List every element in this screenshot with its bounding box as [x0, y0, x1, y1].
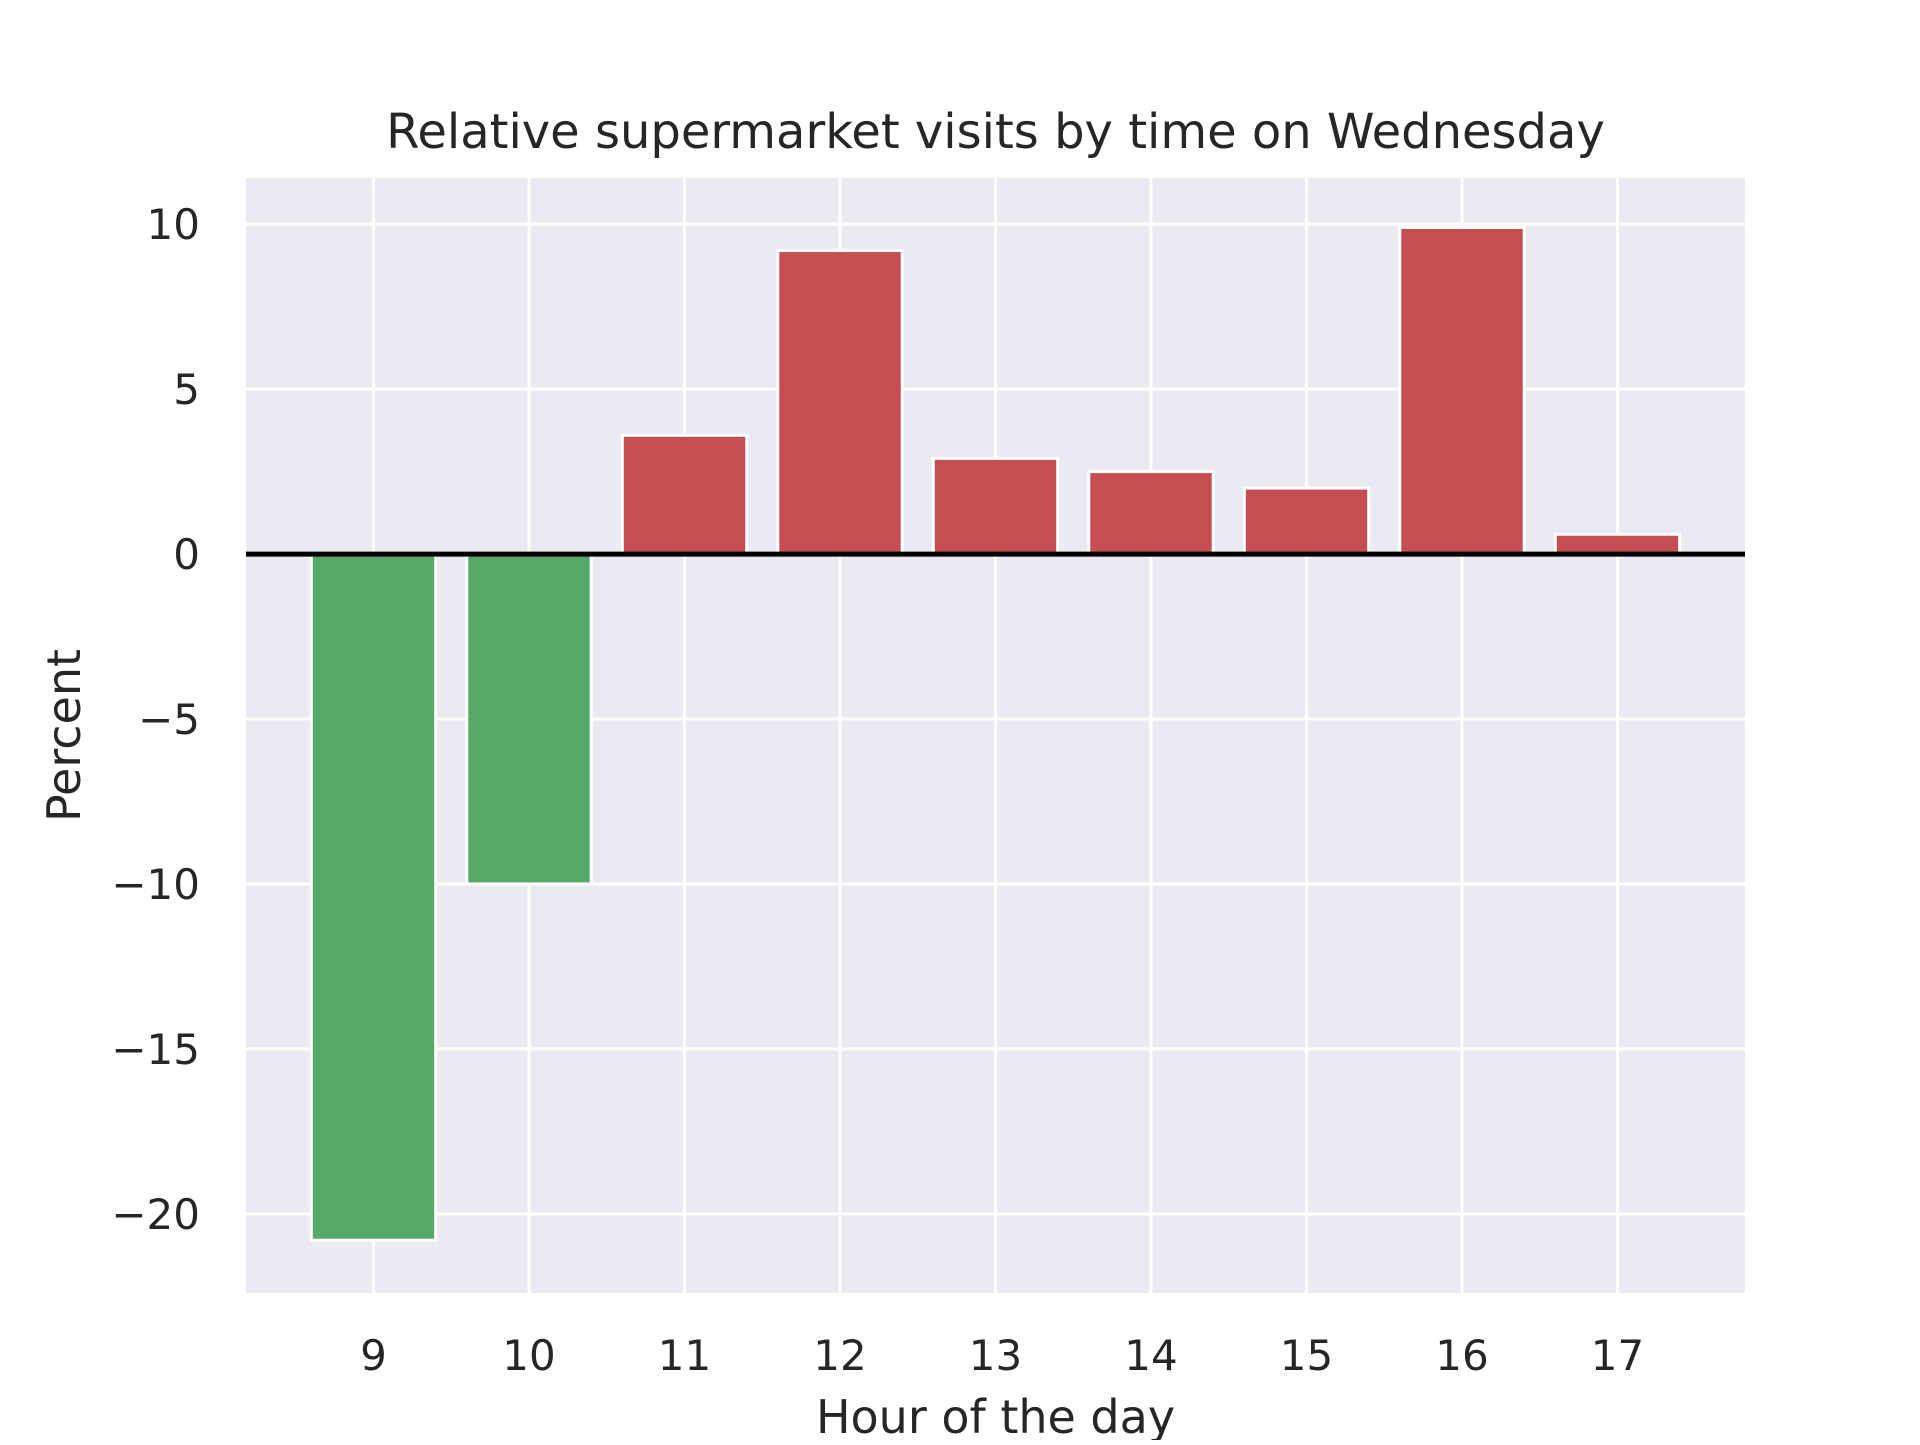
bar-hour-12: [776, 249, 904, 556]
y-tick-label: 5: [173, 365, 200, 414]
x-tick-label: 15: [1280, 1331, 1333, 1380]
bar-hour-13: [931, 456, 1060, 556]
x-tick-label: 12: [813, 1331, 866, 1380]
x-tick-label: 16: [1435, 1331, 1488, 1380]
y-tick-label: −15: [111, 1025, 200, 1074]
y-tick-label: −5: [138, 695, 200, 744]
bar-hour-14: [1087, 470, 1215, 556]
x-tick-label: 10: [502, 1331, 555, 1380]
y-tick-label: 10: [147, 200, 200, 249]
x-tick-label: 11: [658, 1331, 711, 1380]
x-tick-labels: 9 10 11 12 13 14 15 16 17: [360, 1331, 1644, 1380]
bar-hour-15: [1242, 486, 1371, 556]
bar-hour-17: [1553, 532, 1682, 556]
y-tick-label: −20: [111, 1190, 200, 1239]
bar-hour-11: [620, 433, 749, 556]
x-tick-label: 9: [360, 1331, 387, 1380]
bar-hour-9: [309, 552, 438, 1242]
bar-hour-10: [465, 552, 593, 886]
x-tick-label: 14: [1124, 1331, 1177, 1380]
y-tick-label: 0: [173, 530, 200, 579]
chart-title: Relative supermarket visits by time on W…: [386, 104, 1605, 160]
x-axis-label: Hour of the day: [816, 1390, 1175, 1440]
y-tick-label: −10: [111, 860, 200, 909]
bars: [309, 225, 1682, 1242]
y-tick-labels: 10 5 0 −5 −10 −15 −20: [111, 200, 200, 1239]
bar-hour-16: [1398, 225, 1526, 556]
y-axis-label: Percent: [37, 649, 91, 822]
x-tick-label: 17: [1591, 1331, 1644, 1380]
x-tick-label: 13: [969, 1331, 1022, 1380]
